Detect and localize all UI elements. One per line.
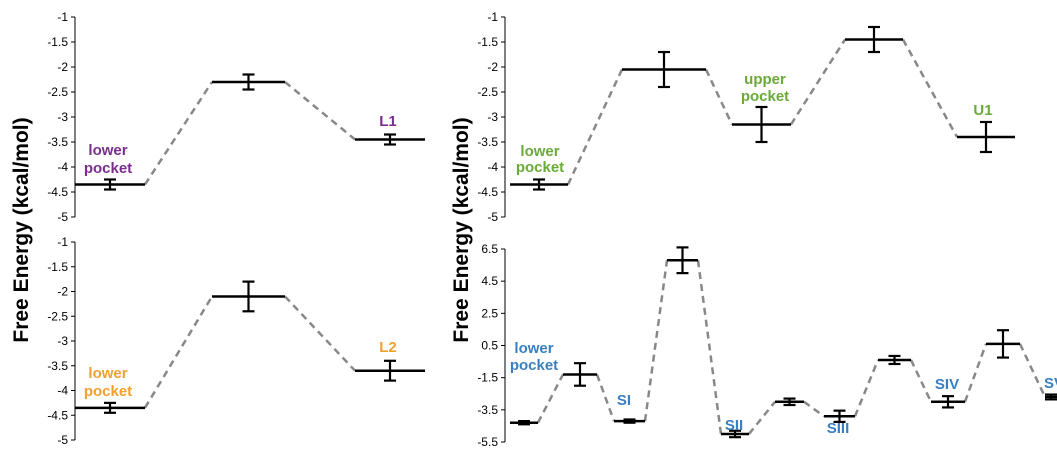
y-tick-label: -1.5	[477, 371, 498, 385]
y-axis-label-left: Free Energy (kcal/mol)	[10, 117, 33, 342]
state-annotation: lower	[88, 142, 127, 159]
state-annotation: SII	[725, 417, 743, 434]
y-axis-label-right: Free Energy (kcal/mol)	[450, 117, 473, 342]
y-tick-label: -2.5	[477, 85, 498, 99]
transition-connector	[901, 38, 959, 138]
y-tick-label: -4	[57, 384, 68, 398]
state-annotation: lower	[514, 340, 553, 357]
state-annotation: upper	[744, 71, 786, 88]
y-tick-label: -2	[57, 285, 68, 299]
transition-connector	[1018, 343, 1047, 398]
y-tick-label: -4	[57, 160, 68, 174]
state-annotation: pocket	[516, 159, 564, 176]
transition-connector	[704, 68, 734, 126]
transition-connector	[853, 359, 880, 417]
transition-connector	[643, 260, 669, 422]
y-tick-label: -5	[487, 210, 498, 224]
y-tick-label: -3.5	[477, 403, 498, 417]
state-annotation: L1	[379, 113, 397, 130]
y-tick-label: -3	[57, 110, 68, 124]
y-tick-label: -1	[57, 235, 68, 249]
state-annotation: pocket	[510, 357, 558, 374]
y-tick-label: -5	[57, 210, 68, 224]
y-tick-label: -2.5	[47, 85, 68, 99]
y-tick-label: -3.5	[47, 135, 68, 149]
transition-connector	[536, 373, 565, 424]
y-tick-label: -1.5	[477, 35, 498, 49]
y-tick-label: -3	[57, 334, 68, 348]
state-annotation: pocket	[84, 160, 132, 177]
transition-connector	[696, 260, 723, 435]
state-annotation: lower	[520, 143, 559, 160]
transition-connector	[789, 38, 847, 126]
transition-connector	[284, 81, 356, 141]
y-tick-label: -2	[57, 60, 68, 74]
y-tick-label: -5.5	[477, 435, 498, 449]
panel-top-right: -1-1.5-2-2.5-3-3.5-4-4.5-5lowerpocketupp…	[477, 10, 1015, 224]
state-annotation: SIII	[827, 420, 850, 437]
y-tick-label: -3	[487, 110, 498, 124]
state-annotation: L2	[379, 339, 397, 356]
y-tick-label: -3.5	[47, 359, 68, 373]
y-tick-label: -4.5	[47, 408, 68, 422]
y-tick-label: -2.5	[47, 309, 68, 323]
transition-connector	[963, 343, 988, 403]
transition-connector	[143, 81, 214, 186]
state-annotation: SI	[617, 392, 631, 409]
y-tick-label: 0.5	[481, 339, 498, 353]
y-tick-label: -2	[487, 60, 498, 74]
transition-connector	[595, 374, 616, 422]
transition-connector	[284, 295, 356, 372]
y-tick-label: 2.5	[481, 306, 498, 320]
state-annotation: SIV	[935, 376, 959, 393]
state-annotation: lower	[88, 365, 127, 382]
transition-connector	[909, 359, 933, 403]
state-annotation: pocket	[84, 383, 132, 400]
chart-panels: -1-1.5-2-2.5-3-3.5-4-4.5-5lowerpocketL1-…	[47, 10, 1057, 449]
y-tick-label: -1	[487, 10, 498, 24]
transition-connector	[143, 295, 214, 409]
y-tick-label: 6.5	[481, 242, 498, 256]
y-tick-label: -4.5	[47, 185, 68, 199]
y-tick-label: -5	[57, 433, 68, 447]
y-tick-label: -4.5	[477, 185, 498, 199]
y-tick-label: -1	[57, 10, 68, 24]
state-annotation: SV	[1044, 375, 1057, 392]
y-tick-label: -3.5	[477, 135, 498, 149]
state-annotation: U1	[973, 102, 992, 119]
state-annotation: pocket	[741, 88, 789, 105]
y-tick-label: -1.5	[47, 35, 68, 49]
y-tick-label: -1.5	[47, 260, 68, 274]
transition-connector	[803, 400, 825, 418]
y-tick-label: -4	[487, 160, 498, 174]
y-tick-label: 4.5	[481, 274, 498, 288]
transition-connector	[566, 68, 624, 186]
transition-connector	[748, 401, 776, 435]
